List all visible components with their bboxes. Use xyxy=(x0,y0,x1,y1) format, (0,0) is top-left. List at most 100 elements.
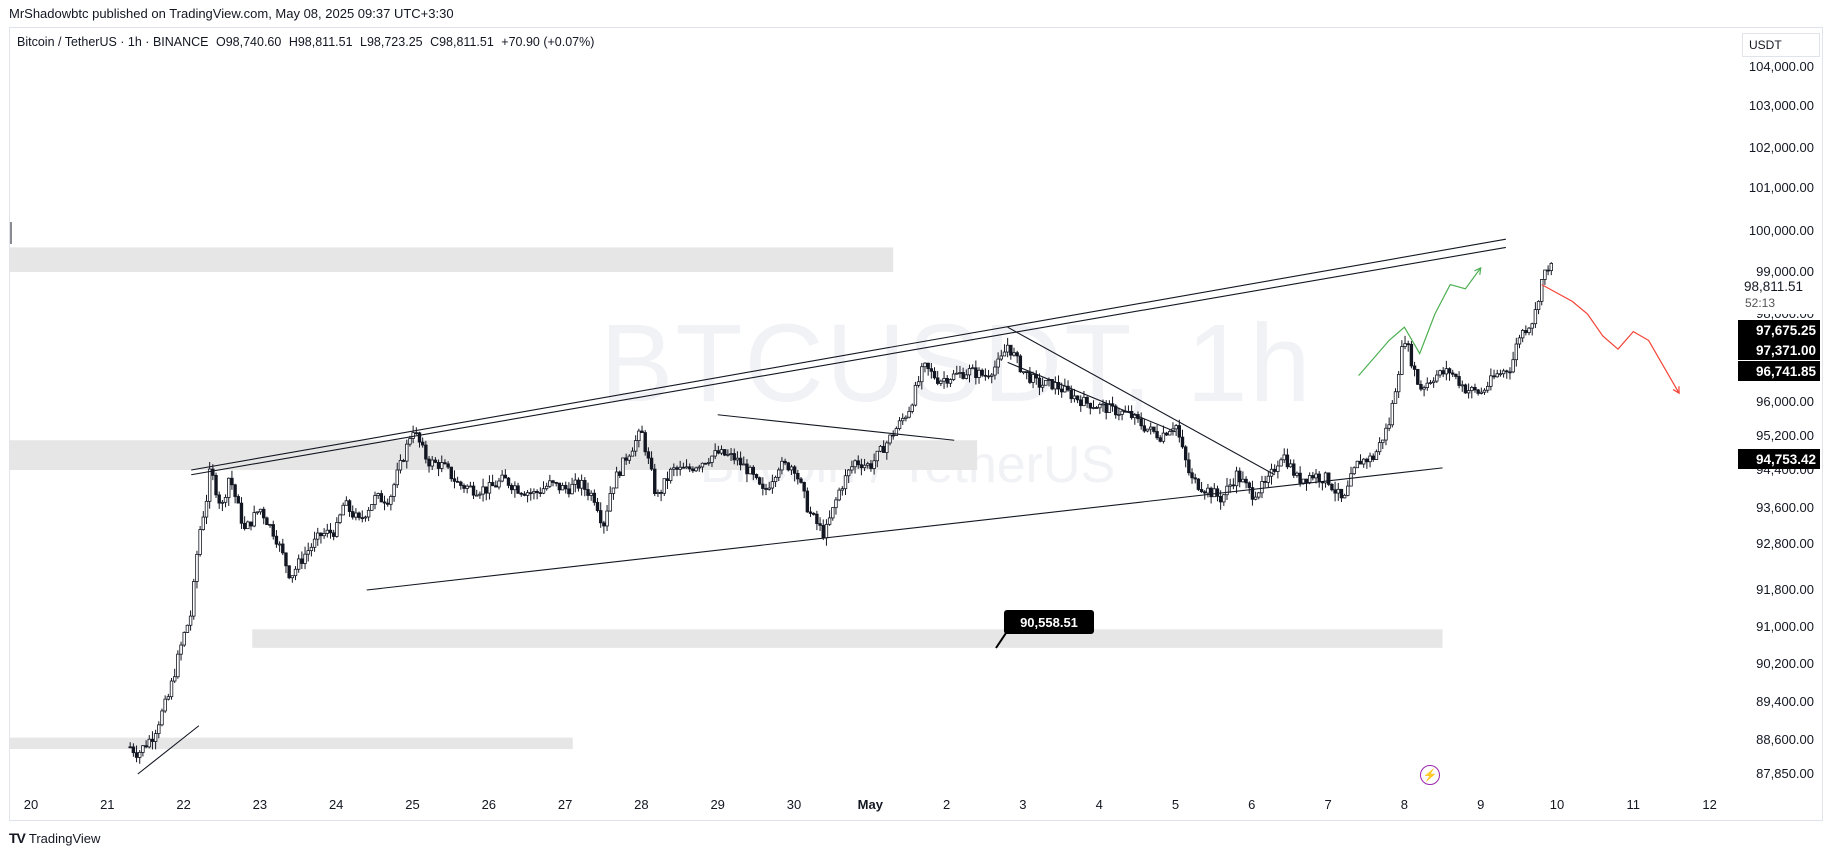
candle-body xyxy=(799,478,803,483)
candle-body xyxy=(1094,407,1099,409)
candle-body xyxy=(923,362,927,368)
candle-body xyxy=(1498,373,1503,376)
candle-body xyxy=(1203,491,1207,494)
candle-body xyxy=(150,738,155,742)
candle-body xyxy=(227,477,231,498)
annotation-box xyxy=(1004,610,1094,634)
candle-body xyxy=(503,474,508,479)
candle-body xyxy=(309,546,314,552)
candle-body xyxy=(716,450,721,454)
candle-body xyxy=(236,496,240,504)
candle-body xyxy=(764,488,768,490)
candle-body xyxy=(1409,343,1414,367)
currency-selector[interactable]: USDT xyxy=(1742,33,1820,57)
candle-body xyxy=(201,516,206,530)
candle-body xyxy=(821,524,825,539)
candle-body xyxy=(211,468,215,476)
candle-body xyxy=(427,458,431,467)
candle-body xyxy=(713,450,717,457)
x-tick-label: 20 xyxy=(24,797,38,812)
candle-body xyxy=(761,483,765,489)
candle-body xyxy=(395,469,399,486)
candle-body xyxy=(675,467,679,470)
candle-body xyxy=(1549,262,1553,271)
candle-body xyxy=(1234,470,1239,487)
candle-body xyxy=(1257,492,1261,498)
candle-body xyxy=(579,480,584,489)
candle-body xyxy=(1082,396,1086,407)
y-tick-label: 92,800.00 xyxy=(1756,536,1814,551)
candle-body xyxy=(1495,373,1499,378)
candle-body xyxy=(1346,485,1350,496)
candle-body xyxy=(983,374,988,377)
x-tick-label: 6 xyxy=(1248,797,1255,812)
candle-body xyxy=(452,478,457,482)
candle-body xyxy=(1406,343,1410,346)
candle-body xyxy=(840,488,845,491)
candle-body xyxy=(195,554,199,582)
candle-body xyxy=(662,478,666,494)
candle-body xyxy=(859,464,864,469)
candle-body xyxy=(306,550,310,555)
candle-body xyxy=(1215,488,1220,497)
tradingview-logo[interactable]: TV TradingView xyxy=(9,830,100,846)
candle-body xyxy=(1390,402,1395,426)
candle-body xyxy=(831,507,835,519)
lightning-icon[interactable]: ⚡ xyxy=(1420,765,1440,785)
candle-body xyxy=(1431,380,1436,383)
candle-body xyxy=(172,676,177,682)
candle-body xyxy=(1517,337,1522,345)
candle-body xyxy=(166,696,171,700)
candle-body xyxy=(1139,418,1143,427)
candle-body xyxy=(471,485,476,496)
candle-body xyxy=(1342,494,1347,499)
y-tick-label: 93,600.00 xyxy=(1756,500,1814,515)
candle-body xyxy=(509,485,514,491)
candle-body xyxy=(570,483,574,495)
candle-body xyxy=(853,460,857,468)
candle-body xyxy=(268,524,272,526)
candle-body xyxy=(408,438,412,445)
trendline xyxy=(191,238,1506,471)
price-tag-label: 94,753.42 xyxy=(1756,452,1816,467)
candle-body xyxy=(1371,455,1375,460)
x-tick-label: 5 xyxy=(1172,797,1179,812)
candle-body xyxy=(1365,458,1369,463)
candle-body xyxy=(1072,395,1077,400)
candle-body xyxy=(141,745,145,753)
candle-body xyxy=(767,487,771,490)
candle-body xyxy=(1336,488,1340,494)
candle-body xyxy=(742,463,746,466)
candle-body xyxy=(942,377,946,382)
trendline xyxy=(1007,361,1176,433)
candle-body xyxy=(726,453,730,456)
candle-body xyxy=(1501,370,1506,375)
candle-body xyxy=(1037,377,1042,388)
candle-body xyxy=(440,462,444,469)
candle-body xyxy=(703,462,708,465)
candle-body xyxy=(910,404,914,412)
trendline xyxy=(717,414,955,441)
candle-body xyxy=(160,710,164,726)
candle-body xyxy=(1438,370,1442,376)
candle-body xyxy=(656,492,660,495)
candle-body xyxy=(465,485,469,489)
candle-body xyxy=(373,495,377,505)
candle-body xyxy=(1444,368,1449,375)
candle-body xyxy=(980,369,984,376)
candle-body xyxy=(872,460,876,469)
candle-body xyxy=(1327,472,1331,485)
x-tick-label: 21 xyxy=(100,797,114,812)
candle-body xyxy=(770,481,775,489)
candle-body xyxy=(1298,472,1302,484)
candle-body xyxy=(1451,372,1455,375)
candle-body xyxy=(500,474,504,482)
candle-body xyxy=(1063,385,1067,393)
candle-body xyxy=(424,444,428,460)
candle-body xyxy=(411,432,415,439)
x-tick-label: 30 xyxy=(787,797,801,812)
candle-body xyxy=(128,746,132,749)
candle-body xyxy=(1002,351,1007,357)
candle-body xyxy=(738,457,743,466)
